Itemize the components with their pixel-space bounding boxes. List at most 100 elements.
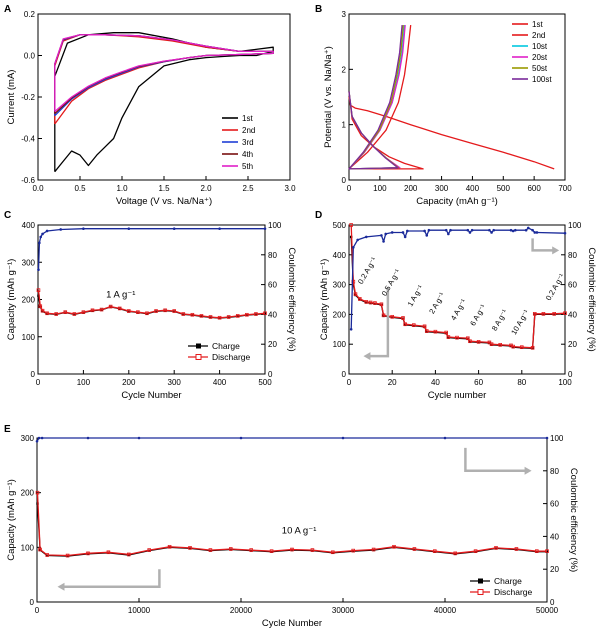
discharge-point — [498, 342, 502, 347]
discharge-point — [514, 547, 519, 551]
y-tick-label: 300 — [21, 434, 35, 443]
ce-point — [425, 234, 429, 237]
discharge-point — [127, 552, 131, 557]
ce-point — [364, 235, 368, 239]
x-tick-label: 300 — [168, 378, 182, 387]
ce-point — [490, 231, 493, 234]
ce-point — [35, 439, 39, 443]
charge-point — [37, 294, 40, 297]
discharge-point — [172, 309, 177, 313]
discharge-point — [351, 548, 355, 553]
plot-frame — [36, 437, 548, 603]
y2-tick-label: 60 — [268, 281, 277, 290]
panel-b: B 0 100 200 300 400 500 600 700 0 1 2 3 Capacity (mAh… — [315, 4, 572, 207]
y-tick-label: 0 — [30, 598, 35, 607]
series-line-2nd — [348, 25, 424, 170]
ce-point — [352, 246, 355, 249]
series-line-5th — [54, 34, 274, 112]
ce-point — [356, 238, 359, 242]
x-tick-label: 200 — [122, 378, 136, 387]
ce-point — [403, 235, 407, 239]
discharge-point — [468, 339, 472, 344]
y-tick-label: 0 — [342, 370, 347, 379]
y-tick-label: -0.2 — [21, 93, 35, 102]
discharge-point — [127, 309, 131, 313]
y-axis-label: Capacity (mAh g⁻¹) — [6, 479, 17, 561]
series-line-3rd — [54, 34, 274, 117]
ce-point — [380, 234, 383, 237]
legend-label: Charge — [212, 341, 240, 351]
ce-point — [514, 228, 517, 232]
discharge-point — [422, 324, 427, 329]
x-tick-label: 300 — [435, 184, 449, 193]
legend-label: 1st — [532, 20, 543, 29]
discharge-point — [390, 314, 394, 319]
discharge-point — [511, 344, 515, 349]
discharge-point — [392, 544, 396, 549]
discharge-point — [235, 314, 240, 318]
x-tick-label: 80 — [517, 378, 526, 387]
ce-point — [563, 231, 567, 235]
discharge-point — [81, 310, 86, 314]
series-line-2nd — [54, 34, 274, 125]
series-line-charge — [37, 295, 266, 319]
ce-point — [545, 436, 549, 440]
legend-label: 100st — [532, 75, 552, 84]
x-tick-label: 0.5 — [74, 184, 86, 193]
discharge-point — [364, 300, 369, 304]
discharge-point — [147, 548, 152, 552]
ce-point — [218, 227, 221, 231]
y-axis-label: Potential (V vs. Na/Na⁺) — [323, 46, 334, 148]
ce-point — [444, 228, 448, 232]
discharge-point — [353, 292, 358, 296]
ce-point — [172, 227, 176, 231]
y2-tick-label: 0 — [268, 370, 273, 379]
x-tick-label: 0 — [36, 378, 41, 387]
legend-label: 5th — [242, 162, 253, 171]
legend-label: 3rd — [242, 138, 254, 147]
discharge-point — [263, 311, 267, 316]
discharge-point — [136, 310, 140, 314]
x-axis-label: Cycle Number — [262, 618, 322, 629]
discharge-point — [217, 315, 222, 320]
ce-point — [470, 228, 474, 232]
ce-point — [384, 232, 388, 236]
x-tick-label: 0 — [35, 606, 40, 615]
legend-label: 4th — [242, 150, 253, 159]
ce-point — [533, 231, 537, 234]
discharge-point — [473, 549, 478, 553]
discharge-point — [208, 315, 213, 319]
y2-axis-label: Coulombic efficiency (%) — [586, 247, 597, 351]
discharge-point — [489, 342, 494, 346]
discharge-point — [188, 546, 192, 550]
ce-point — [401, 231, 405, 234]
ce-point — [466, 228, 470, 232]
y-axis-label: Capacity (mAh g⁻¹) — [319, 259, 330, 341]
y-tick-label: -0.6 — [21, 176, 35, 185]
discharge-point — [455, 335, 459, 340]
discharge-point — [245, 312, 249, 317]
series-line-coulombic-efficiency — [37, 228, 265, 270]
legend-label: 1st — [242, 114, 253, 123]
y-tick-label: 300 — [333, 281, 347, 290]
rate-label: 0.2 A g⁻¹ — [544, 272, 567, 302]
left-axis-arrow-head — [57, 582, 65, 591]
discharge-point — [403, 322, 407, 327]
y2-tick-label: 80 — [550, 467, 559, 476]
discharge-point — [45, 311, 49, 316]
discharge-point — [290, 547, 294, 552]
discharge-point — [117, 306, 122, 311]
discharge-point — [86, 551, 90, 556]
x-tick-label: 100 — [373, 184, 387, 193]
y-tick-label: 100 — [21, 543, 35, 552]
rate-label: 1 A g⁻¹ — [406, 283, 426, 308]
ce-point — [38, 241, 41, 245]
discharge-point — [453, 551, 457, 556]
ce-point — [59, 228, 62, 231]
x-tick-label: 50000 — [536, 606, 559, 615]
y2-tick-label: 80 — [268, 251, 277, 260]
discharge-point — [38, 547, 42, 552]
y-tick-label: 2 — [342, 65, 347, 74]
discharge-point — [208, 548, 213, 552]
rate-label: 6 A g⁻¹ — [468, 302, 488, 327]
